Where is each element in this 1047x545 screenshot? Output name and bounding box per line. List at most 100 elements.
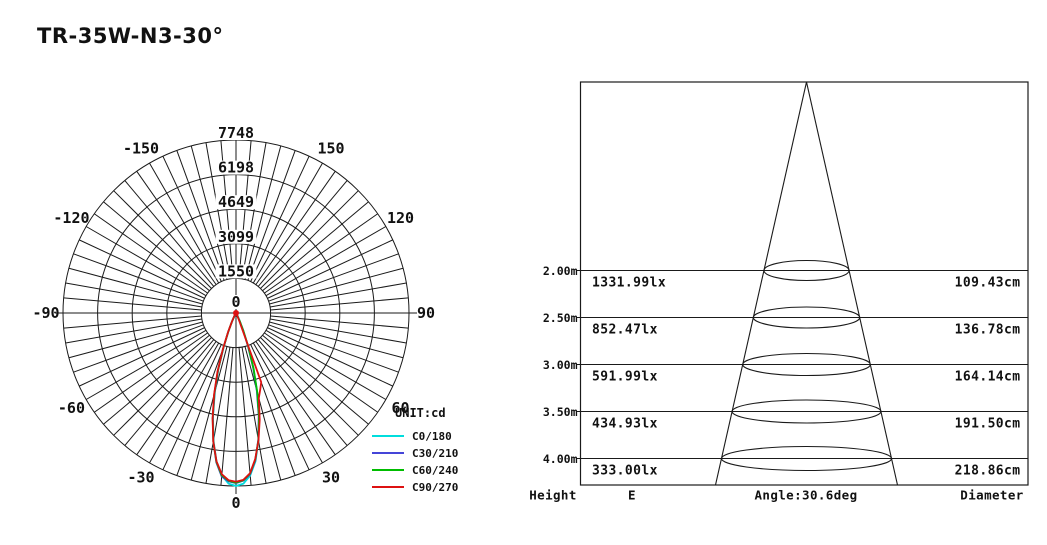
illuminance-label: 852.47lx bbox=[592, 323, 658, 338]
legend-label-C60/240: C60/240 bbox=[412, 464, 458, 477]
angle-gridline bbox=[260, 337, 359, 436]
angle-gridline bbox=[265, 329, 387, 400]
illuminance-label: 591.99lx bbox=[592, 370, 658, 385]
angle-gridline bbox=[270, 315, 409, 329]
angle-gridline bbox=[264, 213, 379, 294]
angle-gridline bbox=[262, 334, 369, 425]
angle-gridline bbox=[244, 145, 282, 280]
angle-gridline bbox=[103, 334, 210, 425]
angle-gridline bbox=[162, 155, 222, 282]
angle-gridline bbox=[93, 213, 208, 294]
angle-gridline bbox=[149, 342, 220, 464]
angle-gridline bbox=[113, 337, 212, 436]
angle-gridline bbox=[85, 226, 207, 297]
angle-gridline bbox=[269, 267, 404, 305]
angle-gridline bbox=[269, 321, 404, 359]
radial-tick-label: 6198 bbox=[218, 159, 254, 177]
angle-gridline bbox=[78, 327, 205, 387]
angle-gridline bbox=[268, 324, 399, 373]
radial-tick-label: 3099 bbox=[218, 228, 254, 246]
angle-gridline bbox=[252, 162, 323, 284]
illuminance-label: 1331.99lx bbox=[592, 276, 666, 291]
angle-tick-label: 150 bbox=[317, 139, 344, 157]
height-label: 3.50m bbox=[543, 405, 578, 419]
angle-gridline bbox=[247, 150, 296, 281]
angle-gridline bbox=[190, 346, 228, 481]
angle-gridline bbox=[252, 342, 323, 464]
diameter-label: 136.78cm bbox=[955, 323, 1021, 338]
angle-gridline bbox=[238, 347, 252, 486]
radial-label-bg bbox=[215, 264, 257, 279]
angle-gridline bbox=[136, 170, 217, 285]
legend-title: UNIT:cd bbox=[395, 406, 446, 420]
legend-label-C30/210: C30/210 bbox=[412, 447, 458, 460]
angle-gridline bbox=[162, 344, 222, 471]
angle-gridline bbox=[257, 180, 348, 287]
diameter-label: 109.43cm bbox=[955, 276, 1021, 291]
angle-gridline bbox=[265, 226, 387, 297]
angle-gridline bbox=[269, 318, 407, 344]
polar-intensity-chart: 1550 3099 4649 6198 7748 0 -150 -120 -90 -60 -30 0 3… bbox=[32, 124, 458, 512]
beam-ellipse bbox=[763, 259, 850, 282]
angle-gridline bbox=[113, 190, 212, 289]
radial-label-bg bbox=[215, 229, 257, 244]
angle-gridline bbox=[68, 321, 203, 359]
diameter-label: 164.14cm bbox=[955, 370, 1021, 385]
angle-gridline bbox=[176, 150, 225, 281]
cone-right-side bbox=[805, 81, 899, 486]
angle-tick-label: 60 bbox=[392, 399, 410, 417]
angle-gridline bbox=[65, 282, 203, 308]
angle-gridline bbox=[124, 180, 215, 287]
angle-tick-label: 90 bbox=[417, 304, 435, 322]
angle-gridline bbox=[269, 282, 407, 308]
angle-gridline bbox=[176, 345, 225, 476]
angle-tick-label: -120 bbox=[53, 209, 89, 227]
radial-label-bg bbox=[229, 295, 243, 309]
angle-tick-label: -150 bbox=[123, 139, 159, 157]
angle-gridline bbox=[124, 339, 215, 446]
legend-label-C90/270: C90/270 bbox=[412, 481, 458, 494]
center-zero-label: 0 bbox=[231, 293, 240, 311]
angle-gridline bbox=[190, 145, 228, 280]
angle-gridline bbox=[73, 324, 204, 373]
radial-tick-label: 1550 bbox=[218, 262, 254, 280]
angle-gridline bbox=[267, 239, 394, 299]
angle-gridline bbox=[85, 329, 207, 400]
angle-tick-label: 120 bbox=[387, 209, 414, 227]
footer-e: E bbox=[628, 488, 636, 503]
beam-ellipse bbox=[752, 306, 861, 329]
angle-gridline bbox=[270, 297, 409, 311]
angle-gridline bbox=[93, 332, 208, 413]
angle-gridline bbox=[268, 253, 399, 302]
beam-ellipse bbox=[720, 445, 893, 472]
illuminance-label: 434.93lx bbox=[592, 417, 658, 432]
height-label: 3.00m bbox=[543, 358, 578, 372]
beam-cone-chart: 2.00m 1331.99lx 109.43cm 2.50m 852.47lx 136.7… bbox=[529, 81, 1029, 503]
angle-gridline bbox=[136, 341, 217, 456]
cone-left-side bbox=[714, 81, 808, 486]
angle-gridline bbox=[262, 201, 369, 292]
angle-gridline bbox=[250, 155, 310, 282]
angle-gridline bbox=[205, 142, 231, 280]
angle-gridline bbox=[264, 332, 379, 413]
angle-gridline bbox=[257, 339, 348, 446]
angle-gridline bbox=[63, 315, 202, 329]
angle-gridline bbox=[260, 190, 359, 289]
footer-diameter: Diameter bbox=[960, 488, 1023, 503]
cone-box bbox=[579, 81, 1029, 486]
footer-height: Height bbox=[529, 488, 577, 503]
angle-gridline bbox=[65, 318, 203, 344]
angle-gridline bbox=[220, 347, 234, 486]
angle-gridline bbox=[250, 344, 310, 471]
illuminance-label: 333.00lx bbox=[592, 464, 658, 479]
legend-label-C0/180: C0/180 bbox=[412, 430, 452, 443]
footer-angle: Angle:30.6deg bbox=[754, 488, 857, 503]
radial-label-bg bbox=[215, 126, 257, 140]
radial-label-bg bbox=[215, 160, 257, 175]
curve-C90/270 bbox=[211, 312, 263, 483]
radial-label-bg bbox=[215, 195, 257, 210]
radial-tick-label: 7748 bbox=[218, 124, 254, 142]
angle-tick-label: -90 bbox=[32, 304, 59, 322]
